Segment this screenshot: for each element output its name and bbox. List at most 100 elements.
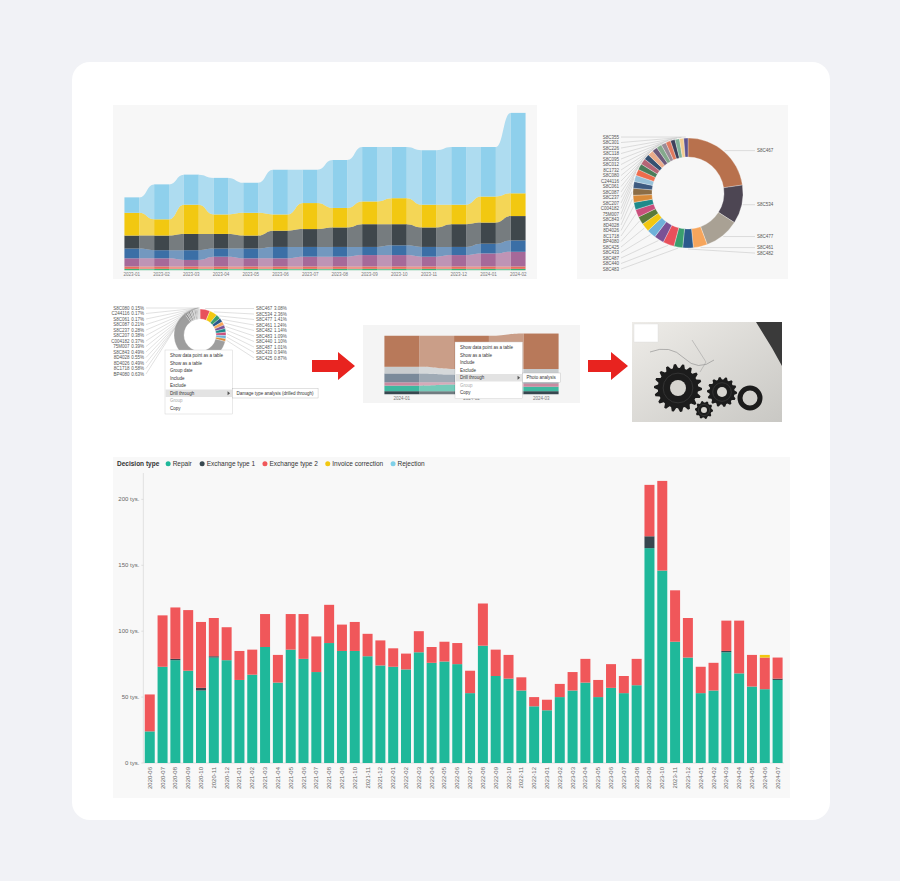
ribbon bbox=[347, 247, 362, 257]
bar-segment bbox=[734, 673, 744, 763]
bar-segment bbox=[773, 658, 783, 679]
ribbon bbox=[377, 147, 392, 201]
bar-segment bbox=[580, 658, 590, 659]
menu-item[interactable]: Show data point as a table bbox=[170, 353, 224, 358]
slice-label: S8C843 bbox=[603, 217, 620, 222]
bar-segment bbox=[568, 672, 578, 690]
x-tick-label: 2023-09 bbox=[646, 766, 652, 789]
gear bbox=[654, 364, 702, 412]
ribbon bbox=[436, 147, 451, 205]
slice-category: S8C207 bbox=[113, 333, 130, 338]
bar-segment bbox=[555, 683, 565, 684]
gear bbox=[695, 401, 713, 419]
ribbon bbox=[258, 258, 273, 266]
submenu-item[interactable]: Photo analysis bbox=[527, 375, 557, 380]
gear-rim bbox=[663, 373, 693, 403]
slice-label: S8C301 bbox=[603, 140, 620, 145]
menu-item[interactable]: Show data point as a table bbox=[460, 345, 514, 350]
slice-value: 0.17% bbox=[131, 317, 144, 322]
bar-segment bbox=[388, 648, 398, 649]
menu-item[interactable]: Drill through bbox=[460, 375, 485, 380]
slice-category: 8D4028 bbox=[603, 223, 619, 228]
x-tick-label: 2023-03 bbox=[570, 766, 576, 789]
x-tick-label: 2023-06 bbox=[272, 272, 289, 277]
menu-item[interactable]: Include bbox=[170, 376, 185, 381]
bar-segment bbox=[350, 622, 360, 651]
slice-label: S8C461 bbox=[757, 245, 774, 250]
bar-segment bbox=[516, 677, 526, 678]
leader-line bbox=[226, 327, 254, 337]
bar-segment bbox=[337, 625, 347, 651]
ribbon-bar bbox=[511, 240, 526, 251]
leader-line bbox=[725, 150, 755, 151]
ribbon bbox=[139, 236, 154, 251]
bar-segment bbox=[414, 631, 424, 632]
ribbon-bar bbox=[524, 391, 559, 394]
bar-segment bbox=[145, 694, 155, 695]
ribbon-bar bbox=[451, 266, 466, 268]
slice-value: 0.38% bbox=[131, 333, 144, 338]
x-tick-label: 2024-01 bbox=[480, 272, 497, 277]
bar-segment bbox=[158, 667, 168, 763]
ribbon-bar bbox=[362, 147, 377, 201]
x-tick-label: 2022-12 bbox=[531, 766, 537, 789]
ribbon-bar bbox=[184, 269, 199, 271]
menu-item[interactable]: Show as a table bbox=[460, 353, 493, 358]
bar-segment bbox=[286, 650, 296, 763]
submenu-item[interactable]: Damage type analysis (drilled through) bbox=[237, 391, 315, 396]
x-tick-label: 2020-12 bbox=[224, 766, 230, 789]
bar-segment bbox=[350, 621, 360, 622]
ribbon bbox=[466, 269, 481, 271]
x-tick-label: 2022-01 bbox=[390, 766, 396, 789]
x-tick-label: 2021-05 bbox=[288, 766, 294, 789]
ribbon bbox=[496, 252, 511, 267]
leader-line bbox=[621, 248, 678, 269]
menu-item[interactable]: Group date bbox=[170, 368, 193, 373]
slice-category: S8C012 bbox=[603, 162, 620, 167]
menu-item[interactable]: Group bbox=[460, 383, 473, 388]
ribbon-bar bbox=[511, 269, 526, 271]
ribbon-bar bbox=[124, 266, 139, 268]
menu-item[interactable]: Drill through bbox=[170, 391, 195, 396]
menu-item[interactable]: Include bbox=[460, 360, 475, 365]
x-tick-label: 2023-02 bbox=[153, 272, 170, 277]
donut-slice bbox=[216, 332, 226, 335]
ribbon bbox=[347, 255, 362, 266]
menu-item[interactable]: Copy bbox=[170, 406, 181, 411]
bar-segment bbox=[478, 646, 488, 763]
bar-segment bbox=[439, 642, 449, 662]
y-tick-label: 200 tys. bbox=[118, 496, 139, 502]
menu-item[interactable]: Exclude bbox=[170, 383, 187, 388]
bar-segment bbox=[247, 675, 257, 763]
x-tick-label: 2022-10 bbox=[506, 766, 512, 789]
flow-arrow bbox=[588, 352, 628, 380]
ribbon bbox=[169, 269, 184, 271]
slice-label: S8C8430.49% bbox=[113, 350, 144, 355]
bar-segment bbox=[657, 571, 667, 763]
x-tick-label: 2024-04 bbox=[736, 766, 742, 789]
gear-hole bbox=[717, 387, 727, 397]
ribbon bbox=[258, 269, 273, 271]
ribbon bbox=[169, 234, 184, 250]
x-tick-label: 2024-02 bbox=[711, 766, 717, 789]
menu-item[interactable]: Exclude bbox=[460, 368, 477, 373]
ribbon-bar bbox=[384, 373, 419, 382]
bar-segment bbox=[234, 680, 244, 763]
slice-value: 0.58% bbox=[131, 366, 144, 371]
page-background bbox=[0, 0, 900, 881]
x-tick-label: 2023-01 bbox=[544, 766, 550, 789]
bar-segment bbox=[747, 687, 757, 763]
slice-category: S8C087 bbox=[603, 190, 620, 195]
ribbon-bar bbox=[184, 234, 199, 250]
menu-item[interactable]: Copy bbox=[460, 390, 471, 395]
bar-segment bbox=[388, 648, 398, 649]
menu-item[interactable]: Group bbox=[170, 398, 183, 403]
menu-item[interactable]: Show as a table bbox=[170, 361, 203, 366]
slice-label: S8C118 bbox=[603, 151, 619, 156]
ribbon bbox=[407, 147, 422, 205]
slice-category: BP4080 bbox=[603, 239, 620, 244]
ribbon bbox=[199, 175, 214, 215]
slice-category: S8C477 bbox=[256, 317, 273, 322]
bar-segment bbox=[260, 614, 270, 615]
ribbon-bar bbox=[124, 269, 139, 271]
